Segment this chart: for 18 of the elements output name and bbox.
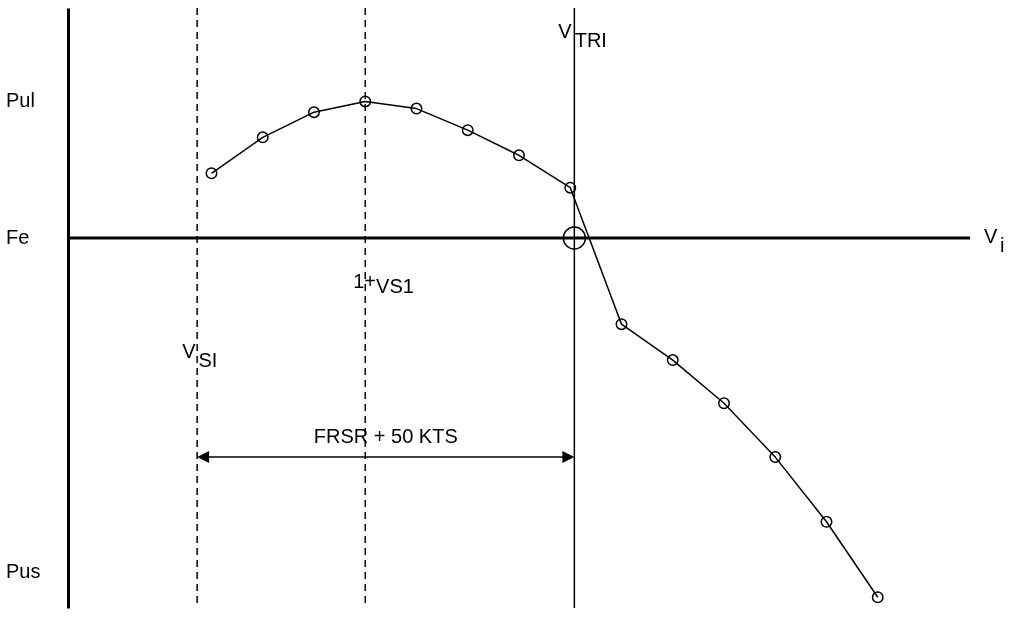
point — [820, 515, 833, 528]
point — [666, 354, 679, 367]
point — [410, 102, 423, 115]
annotation: FRSR + 50 KTS — [313, 425, 458, 448]
point — [308, 106, 320, 119]
point — [718, 397, 730, 410]
point — [256, 131, 269, 144]
text: Pul — [6, 89, 35, 112]
point — [871, 591, 884, 604]
point — [359, 95, 372, 108]
point — [513, 149, 525, 162]
point — [615, 318, 628, 331]
text: Pus — [6, 560, 41, 583]
point — [769, 451, 782, 464]
point — [461, 124, 474, 137]
point — [564, 181, 577, 194]
point — [205, 167, 218, 180]
text: Fe — [6, 225, 30, 248]
